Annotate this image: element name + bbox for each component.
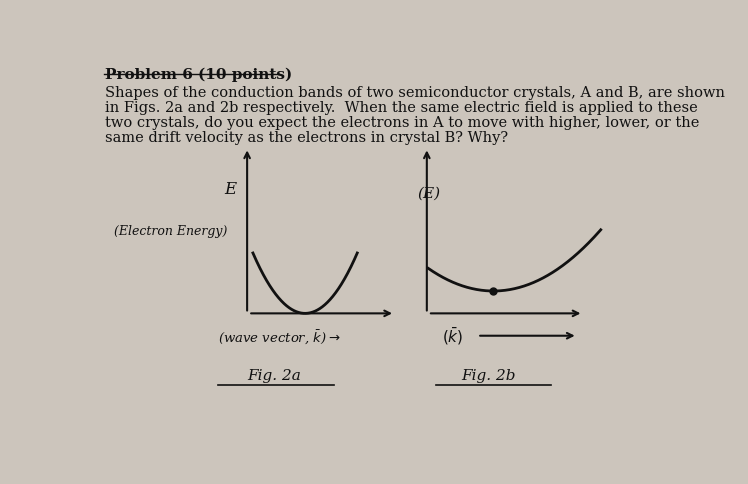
Text: (E): (E) [417, 187, 440, 201]
Text: Shapes of the conduction bands of two semiconductor crystals, A and B, are shown: Shapes of the conduction bands of two se… [105, 86, 725, 100]
Text: $(\bar{k})$: $(\bar{k})$ [443, 325, 464, 347]
Text: (Electron Energy): (Electron Energy) [114, 225, 227, 238]
Text: (wave vector, $\bar{k}$)$\rightarrow$: (wave vector, $\bar{k}$)$\rightarrow$ [218, 329, 341, 348]
Text: two crystals, do you expect the electrons in A to move with higher, lower, or th: two crystals, do you expect the electron… [105, 116, 699, 130]
Text: Problem 6 (10 points): Problem 6 (10 points) [105, 67, 292, 82]
Text: E: E [224, 181, 236, 198]
Text: same drift velocity as the electrons in crystal B? Why?: same drift velocity as the electrons in … [105, 131, 508, 145]
Text: in Figs. 2a and 2b respectively.  When the same electric field is applied to the: in Figs. 2a and 2b respectively. When th… [105, 101, 698, 115]
Text: Fig. 2a: Fig. 2a [247, 369, 301, 383]
Text: Fig. 2b: Fig. 2b [462, 369, 516, 383]
